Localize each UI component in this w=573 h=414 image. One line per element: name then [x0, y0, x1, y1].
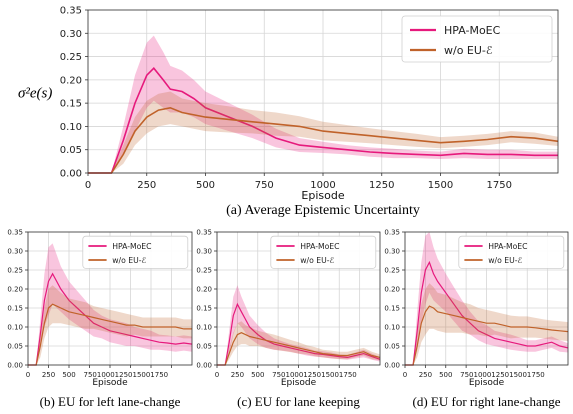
- y-tick-label: 0.35: [60, 6, 82, 17]
- series-line-0: [405, 260, 569, 366]
- series-band-0: [405, 232, 568, 365]
- series-band-1: [405, 283, 568, 365]
- x-tick-label: 0: [403, 371, 407, 379]
- y-tick-label: 0.30: [7, 247, 23, 255]
- x-tick-label: 7501000125015001750: [84, 371, 169, 379]
- x-tick-label: 0: [215, 371, 219, 379]
- y-tick-label: 0.15: [384, 304, 400, 312]
- y-tick-label: 0.30: [60, 29, 82, 40]
- series-line-1: [28, 303, 192, 366]
- y-tick-label: 0.10: [384, 323, 400, 331]
- x-tick-label: 0: [26, 371, 30, 379]
- legend-label-0: HPA-MoEC: [300, 242, 339, 251]
- y-tick-label: 0.00: [60, 169, 82, 180]
- x-axis-label: Episode: [301, 189, 344, 202]
- series-line-1: [405, 305, 569, 366]
- series-band-1: [28, 285, 192, 365]
- series-line-1: [88, 106, 559, 174]
- y-axis-label: σ²e(s): [18, 86, 52, 102]
- x-axis-label: Episode: [469, 378, 505, 388]
- x-tick-label: 7501000125015001750: [460, 371, 545, 379]
- y-tick-label: 0.25: [7, 266, 23, 274]
- chart-panel-1: 0.00 0.05 0.10 0.15 0.20 0.25 0.30 0.35 0 250 500 7…: [7, 228, 193, 409]
- series-band-1: [217, 321, 380, 365]
- y-tick-label: 0.05: [60, 145, 82, 156]
- y-tick-label: 0.35: [7, 228, 23, 236]
- legend-label-0: HPA-MoEC: [112, 242, 151, 251]
- y-tick-label: 0.00: [196, 361, 212, 369]
- y-tick-label: 0.25: [60, 52, 82, 63]
- y-tick-label: 0.35: [384, 228, 400, 236]
- y-tick-label: 0.05: [196, 342, 212, 350]
- series-line-0: [88, 67, 558, 174]
- legend-label-1: w/o EU-ℰ: [112, 256, 146, 265]
- y-tick-label: 0.35: [196, 228, 212, 236]
- y-tick-label: 0.10: [60, 122, 82, 133]
- x-tick-label: 250: [137, 180, 156, 191]
- y-tick-label: 0.05: [7, 342, 23, 350]
- series-band-0: [28, 243, 192, 365]
- y-tick-label: 0.20: [196, 285, 212, 293]
- y-tick-label: 0.30: [384, 247, 400, 255]
- chart-panel-3: 0.00 0.05 0.10 0.15 0.20 0.25 0.30 0.35 0 250 500 7…: [384, 228, 569, 409]
- y-tick-label: 0.25: [384, 266, 400, 274]
- x-tick-label: 1750: [487, 180, 512, 191]
- series-band-1: [88, 91, 558, 173]
- legend-label-1: w/o EU-ℰ: [300, 256, 334, 265]
- y-tick-label: 0.25: [196, 266, 212, 274]
- y-tick-label: 0.20: [60, 75, 82, 86]
- x-tick-label: 1000: [310, 180, 335, 191]
- y-tick-label: 0.00: [384, 361, 400, 369]
- legend-label-0: HPA-MoEC: [488, 242, 527, 251]
- x-tick-label: 7501000125015001750: [272, 371, 357, 379]
- legend-box: [458, 235, 565, 269]
- x-axis-label: Episode: [92, 378, 128, 388]
- x-tick-label: 250: [231, 371, 244, 379]
- x-tick-label: 500: [196, 180, 215, 191]
- chart-caption: (c) EU for lane keeping: [237, 394, 360, 409]
- chart-caption: (b) EU for left lane-change: [40, 394, 181, 409]
- x-tick-label: 0: [85, 180, 91, 191]
- x-tick-label: 750: [255, 180, 274, 191]
- y-tick-label: 0.00: [7, 361, 23, 369]
- series-line-1: [217, 332, 381, 366]
- chart-caption: (a) Average Epistemic Uncertainty: [226, 203, 420, 218]
- legend-box: [270, 235, 377, 269]
- chart-caption: (d) EU for right lane-change: [413, 394, 561, 409]
- x-tick-label: 250: [419, 371, 432, 379]
- y-tick-label: 0.10: [7, 323, 23, 331]
- legend-label-0: HPA-MoEC: [444, 24, 501, 37]
- legend-label-1: w/o EU-ℰ: [488, 256, 522, 265]
- y-tick-label: 0.20: [7, 285, 23, 293]
- chart-panel-0: 0.00 0.05 0.10 0.15 0.20 0.25 0.30 0.35 0 250 500 7…: [18, 6, 559, 218]
- x-axis-label: Episode: [281, 378, 317, 388]
- legend-box: [82, 235, 189, 269]
- x-tick-label: 500: [251, 371, 264, 379]
- legend-label-1: w/o EU-ℰ: [444, 44, 493, 57]
- series-line-0: [217, 302, 381, 366]
- x-tick-label: 1250: [369, 180, 394, 191]
- x-tick-label: 1500: [428, 180, 453, 191]
- y-tick-label: 0.15: [60, 99, 82, 110]
- x-tick-label: 500: [439, 371, 452, 379]
- y-tick-label: 0.30: [196, 247, 212, 255]
- x-tick-label: 250: [42, 371, 55, 379]
- y-tick-label: 0.20: [384, 285, 400, 293]
- legend-box: [401, 15, 553, 63]
- y-tick-label: 0.05: [384, 342, 400, 350]
- x-tick-label: 500: [62, 371, 75, 379]
- series-band-0: [217, 285, 380, 365]
- y-tick-label: 0.15: [196, 304, 212, 312]
- series-line-0: [28, 272, 193, 366]
- y-tick-label: 0.10: [196, 323, 212, 331]
- y-tick-label: 0.15: [7, 304, 23, 312]
- chart-panel-2: 0.00 0.05 0.10 0.15 0.20 0.25 0.30 0.35 0 250 500 7…: [196, 228, 381, 409]
- series-band-0: [88, 35, 558, 173]
